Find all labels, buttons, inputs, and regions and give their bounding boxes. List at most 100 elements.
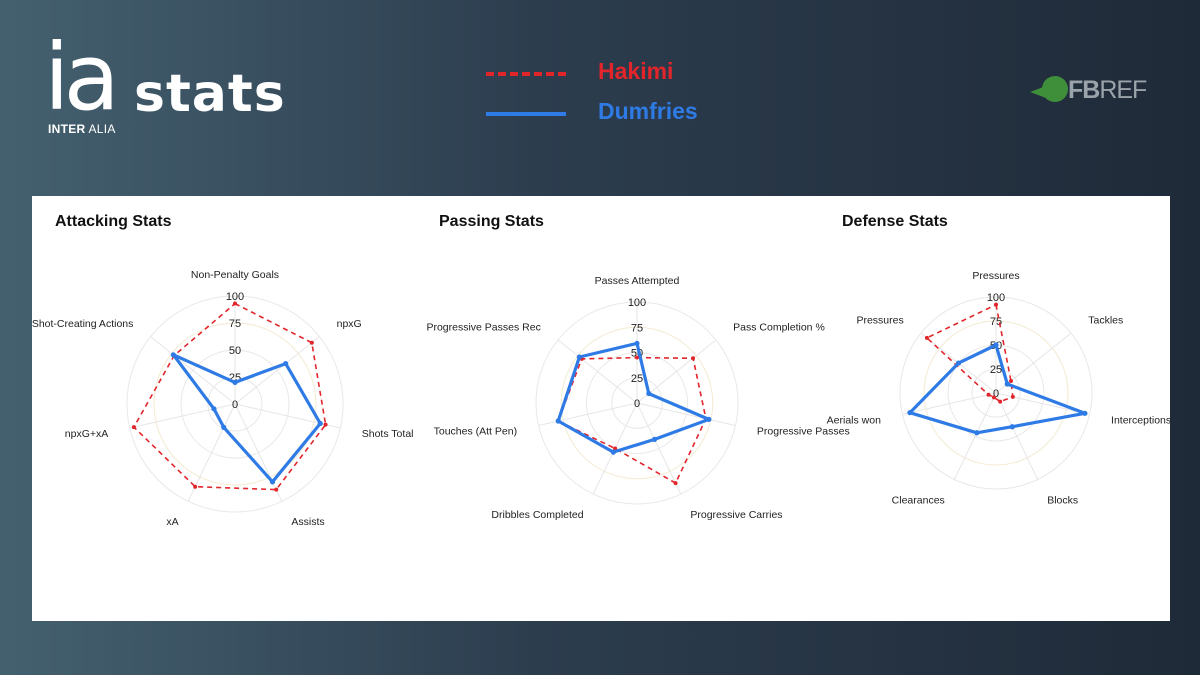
axis-label: xA (166, 516, 178, 528)
tick-label: 50 (229, 345, 241, 357)
axis-spoke (902, 392, 997, 415)
axis-label: Tackles (1088, 314, 1123, 326)
axis-label: Progressive Passes Rec (426, 321, 540, 333)
logo-word: stats (134, 64, 286, 124)
legend-swatch-solid (486, 112, 566, 116)
data-point-hakimi (924, 335, 929, 340)
logo-subtitle-bold: INTER (48, 122, 86, 136)
data-point-hakimi (309, 340, 314, 345)
axis-spoke (636, 402, 682, 495)
data-point-dumfries (221, 424, 227, 430)
axis-label: Shot-Creating Actions (32, 318, 133, 330)
tick-label: 100 (628, 297, 646, 309)
axis-label: Shots Total (362, 428, 414, 440)
chart-title: Defense Stats (842, 213, 948, 230)
data-point-hakimi (986, 392, 991, 397)
tick-label: 100 (987, 292, 1005, 304)
data-point-dumfries (232, 379, 238, 385)
data-point-dumfries (1082, 410, 1088, 416)
logo-mark: ia (44, 24, 120, 131)
legend-label-dumfries: Dumfries (598, 98, 698, 124)
axis-label: Blocks (1047, 494, 1078, 506)
data-point-hakimi (613, 446, 618, 451)
legend-item-dumfries: Dumfries (486, 98, 746, 132)
axis-label: Pressures (856, 314, 903, 326)
data-point-hakimi (274, 487, 279, 492)
logo-subtitle-rest: ALIA (88, 122, 116, 136)
ia-stats-logo: ia stats INTER ALIA (44, 32, 304, 138)
data-point-hakimi (998, 399, 1003, 404)
tick-label: 25 (631, 373, 643, 385)
data-point-hakimi (233, 301, 237, 306)
axis-label: Progressive Passes (757, 425, 850, 437)
chart-title: Attacking Stats (55, 213, 172, 230)
tick-label: 75 (990, 316, 1002, 328)
axis-label: Touches (Att Pen) (434, 425, 517, 437)
series-line-dumfries (908, 343, 1087, 435)
data-point-hakimi (323, 422, 328, 427)
data-point-dumfries (1009, 424, 1015, 430)
tick-label: 100 (226, 291, 244, 303)
tick-label: 0 (232, 399, 238, 411)
axis-label: Aerials won (827, 414, 881, 426)
series-line-dumfries (556, 341, 711, 454)
axis-label: Pressures (972, 270, 1019, 282)
data-point-dumfries (974, 430, 980, 436)
data-point-dumfries (576, 354, 582, 360)
fbref-wordmark-b: REF (1099, 76, 1147, 104)
axis-spoke (995, 392, 1039, 480)
axis-label: Non-Penalty Goals (191, 269, 279, 281)
axis-spoke (150, 336, 236, 405)
data-point-hakimi (691, 356, 696, 361)
data-point-dumfries (610, 449, 616, 455)
tick-label: 0 (634, 398, 640, 410)
axis-spoke (234, 336, 320, 405)
fbref-logo: FBREF (1030, 76, 1170, 106)
axis-label: Pass Completion % (733, 321, 825, 333)
series-line-dumfries (171, 353, 322, 484)
tick-label: 25 (990, 364, 1002, 376)
tick-label: 0 (993, 388, 999, 400)
logo-subtitle: INTER ALIA (48, 122, 116, 136)
axis-spoke (234, 403, 283, 502)
tick-label: 75 (631, 322, 643, 334)
axis-label: Clearances (892, 494, 945, 506)
fbref-wordmark: FBREF (1068, 76, 1147, 105)
data-point-dumfries (651, 436, 658, 442)
axis-label: Assists (291, 516, 324, 528)
data-point-dumfries (555, 418, 561, 424)
data-point-dumfries (317, 420, 323, 427)
series-line-hakimi (557, 356, 707, 484)
axis-label: Passes Attempted (595, 275, 680, 287)
axis-label: Dribbles Completed (491, 509, 583, 521)
data-point-hakimi (991, 395, 996, 400)
data-point-dumfries (646, 390, 652, 397)
data-point-hakimi (673, 481, 678, 486)
axis-spoke (538, 402, 638, 426)
data-point-hakimi (1010, 394, 1015, 399)
legend-label-hakimi: Hakimi (598, 58, 674, 84)
data-point-dumfries (955, 360, 962, 366)
series-line-hakimi (133, 302, 327, 491)
data-point-hakimi (994, 302, 998, 307)
data-point-dumfries (634, 340, 640, 347)
data-point-hakimi (131, 425, 136, 430)
data-point-dumfries (283, 360, 289, 367)
charts-panel: Attacking Stats 0 25 50 75 100 Non-Penalty Goa… (32, 196, 1170, 621)
series-line-hakimi (926, 303, 1014, 403)
tick-label: 75 (229, 318, 241, 330)
radar-charts: Attacking Stats 0 25 50 75 100 Non-Penalty Goa… (32, 213, 1170, 528)
axis-spoke (953, 392, 997, 480)
data-point-hakimi (635, 355, 639, 360)
axis-spoke (129, 403, 236, 429)
legend-swatch-dashed (486, 72, 566, 76)
data-point-dumfries (170, 352, 176, 358)
axis-label: Interceptions (1111, 414, 1170, 426)
soccer-ball-icon (1042, 76, 1068, 102)
axis-label: npxG+xA (65, 428, 108, 440)
data-point-dumfries (211, 406, 217, 412)
axis-label: npxG (337, 318, 362, 330)
data-point-dumfries (706, 416, 712, 423)
data-point-dumfries (1004, 381, 1010, 387)
data-point-hakimi (193, 484, 198, 489)
